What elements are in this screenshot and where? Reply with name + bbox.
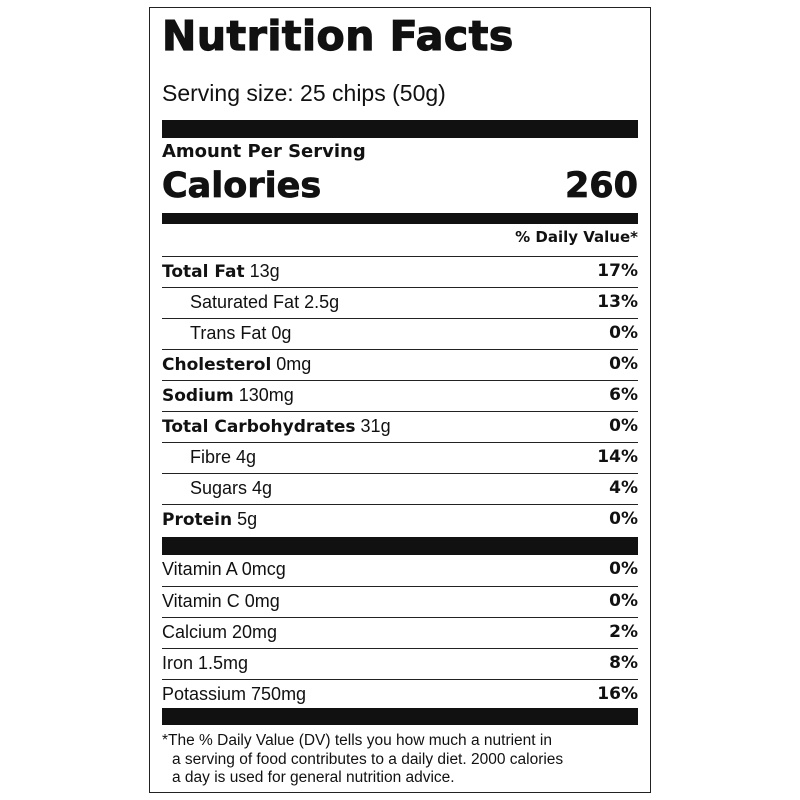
- nutrient-dv: 0%: [609, 323, 638, 343]
- serving-size: Serving size: 25 chips (50g): [162, 80, 446, 106]
- vitamin-dv: 16%: [597, 684, 638, 704]
- vitamin-row-potassium: Potassium 750mg 16%: [162, 679, 638, 710]
- nutrient-dv: 0%: [609, 509, 638, 529]
- thick-divider-top: [162, 120, 638, 138]
- nutrient-name: Sugars 4g: [190, 478, 273, 498]
- nutrient-dv: 4%: [609, 478, 638, 498]
- nutrient-row-sodium: Sodium 130mg 6%: [162, 380, 638, 411]
- nutrient-dv: 6%: [609, 385, 638, 405]
- nutrient-dv: 13%: [597, 292, 638, 312]
- amount-per-serving: Amount Per Serving: [162, 141, 366, 162]
- nutrient-name: Saturated Fat 2.5g: [190, 292, 340, 312]
- vitamin-row-vitamin-a: Vitamin A 0mcg 0%: [162, 555, 638, 586]
- nutrition-facts-label: Nutrition Facts Serving size: 25 chips (…: [149, 7, 651, 793]
- vitamin-name: Vitamin C 0mg: [162, 591, 280, 611]
- calories-divider: [162, 213, 638, 224]
- nutrient-dv: 0%: [609, 416, 638, 436]
- nutrient-row-saturated-fat: Saturated Fat 2.5g 13%: [162, 287, 638, 318]
- footnote-line: *The % Daily Value (DV) tells you how mu…: [162, 732, 552, 749]
- label-inner: Nutrition Facts Serving size: 25 chips (…: [161, 8, 639, 792]
- nutrient-row-cholesterol: Cholesterol 0mg 0%: [162, 349, 638, 380]
- label-title: Nutrition Facts: [161, 11, 514, 60]
- nutrient-dv: 17%: [597, 261, 638, 281]
- nutrient-row-fibre: Fibre 4g 14%: [162, 442, 638, 473]
- vitamin-row-vitamin-c: Vitamin C 0mg 0%: [162, 586, 638, 617]
- thick-divider-vitamins: [162, 537, 638, 555]
- footnote-line: a serving of food contributes to a daily…: [172, 750, 564, 768]
- vitamin-name: Iron 1.5mg: [162, 653, 249, 673]
- nutrient-row-sugars: Sugars 4g 4%: [162, 473, 638, 504]
- vitamin-name: Calcium 20mg: [162, 622, 278, 642]
- footnote-line: a day is used for general nutrition advi…: [172, 769, 455, 786]
- daily-value-footnote: *The % Daily Value (DV) tells you how mu…: [162, 732, 644, 788]
- vitamin-name: Vitamin A 0mcg: [162, 559, 286, 579]
- thick-divider-bottom: [162, 708, 638, 725]
- nutrient-row-total-carbohydrates: Total Carbohydrates 31g 0%: [162, 411, 638, 442]
- nutrient-row-total-fat: Total Fat 13g 17%: [162, 256, 638, 287]
- nutrient-name: Cholesterol 0mg: [162, 354, 312, 375]
- vitamin-dv: 0%: [609, 591, 638, 611]
- nutrient-name: Total Fat 13g: [162, 261, 280, 282]
- daily-value-header: % Daily Value*: [515, 228, 638, 246]
- vitamin-dv: 8%: [609, 653, 638, 673]
- nutrient-row-trans-fat: Trans Fat 0g 0%: [162, 318, 638, 349]
- nutrient-name: Total Carbohydrates 31g: [162, 416, 391, 437]
- vitamin-row-iron: Iron 1.5mg 8%: [162, 648, 638, 679]
- nutrient-dv: 0%: [609, 354, 638, 374]
- nutrient-name: Trans Fat 0g: [190, 323, 292, 343]
- nutrient-name: Fibre 4g: [190, 447, 257, 467]
- vitamin-dv: 2%: [609, 622, 638, 642]
- nutrient-dv: 14%: [597, 447, 638, 467]
- nutrient-name: Sodium 130mg: [162, 385, 294, 406]
- calories-value: 260: [564, 166, 639, 207]
- vitamin-name: Potassium 750mg: [162, 684, 307, 704]
- nutrient-row-protein: Protein 5g 0%: [162, 504, 638, 535]
- calories-label: Calories: [162, 166, 322, 207]
- vitamin-row-calcium: Calcium 20mg 2%: [162, 617, 638, 648]
- vitamin-dv: 0%: [609, 559, 638, 579]
- nutrient-name: Protein 5g: [162, 509, 258, 530]
